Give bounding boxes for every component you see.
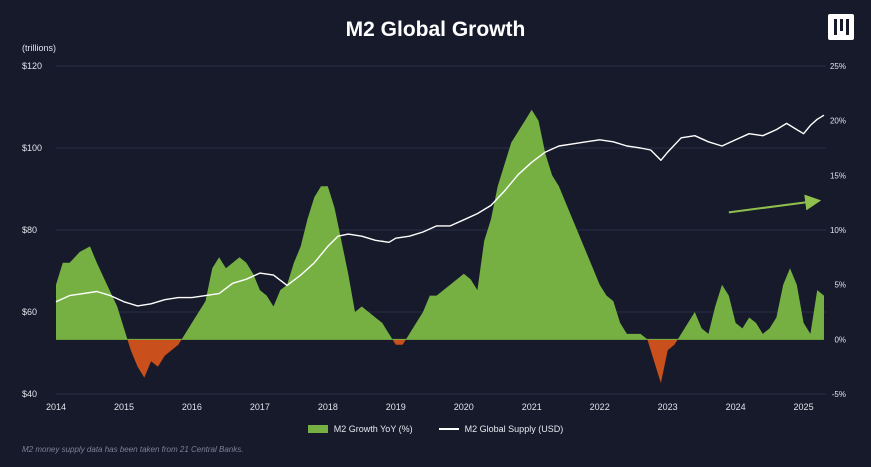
right-tick-label: 20%: [830, 117, 846, 126]
legend-swatch-supply: [438, 428, 459, 430]
x-tick-label: 2025: [794, 402, 814, 412]
right-tick-label: -5%: [832, 390, 846, 399]
supply-line: [55, 114, 825, 307]
right-tick-label: 5%: [834, 281, 846, 290]
annotation-layer: [728, 194, 822, 214]
supply-line-layer: [55, 114, 825, 307]
x-tick-label: 2021: [522, 402, 542, 412]
right-tick-label: 0%: [834, 335, 846, 344]
legend-swatch-growth: [307, 425, 328, 433]
legend-item-growth: M2 Growth YoY (%): [307, 424, 413, 434]
left-axis-ticks: $40 $60 $80 $100 $120: [22, 61, 42, 399]
legend-label-growth: M2 Growth YoY (%): [333, 424, 413, 434]
trend-arrow-0: [728, 194, 822, 214]
x-tick-label: 2020: [454, 402, 474, 412]
x-tick-label: 2022: [590, 402, 610, 412]
x-tick-label: 2016: [182, 402, 202, 412]
growth-area-positive: [56, 109, 824, 339]
x-tick-label: 2014: [46, 402, 66, 412]
x-axis-ticks: 2014 2015 2016 2017 2018 2019 2020 2021 2022 2023…: [46, 402, 814, 412]
x-tick-label: 2024: [726, 402, 746, 412]
footnote: M2 money supply data has been taken from…: [22, 445, 244, 454]
x-tick-label: 2017: [250, 402, 270, 412]
x-tick-label: 2023: [658, 402, 678, 412]
growth-area-negative: [56, 339, 824, 384]
grid-lines: [56, 65, 826, 395]
right-tick-label: 25%: [830, 62, 846, 71]
chart-title: M2 Global Growth: [345, 18, 526, 41]
left-tick-label: $100: [22, 143, 42, 153]
left-tick-label: $40: [22, 389, 37, 399]
legend: M2 Growth YoY (%) M2 Global Supply (USD): [0, 424, 871, 434]
left-axis-unit-label: (trillions): [22, 43, 57, 53]
x-tick-label: 2019: [386, 402, 406, 412]
legend-item-supply: M2 Global Supply (USD): [438, 424, 564, 434]
right-axis-ticks: -5% 0% 5% 10% 15% 20% 25%: [830, 62, 846, 399]
left-tick-label: $60: [22, 307, 37, 317]
left-tick-label: $120: [22, 61, 42, 71]
growth-area: [56, 109, 824, 384]
x-tick-label: 2015: [114, 402, 134, 412]
right-tick-label: 15%: [830, 171, 846, 180]
left-tick-label: $80: [22, 225, 37, 235]
legend-label-supply: M2 Global Supply (USD): [464, 424, 564, 434]
right-tick-label: 10%: [830, 226, 846, 235]
x-tick-label: 2018: [318, 402, 338, 412]
pillar-logo-icon: [828, 14, 854, 40]
